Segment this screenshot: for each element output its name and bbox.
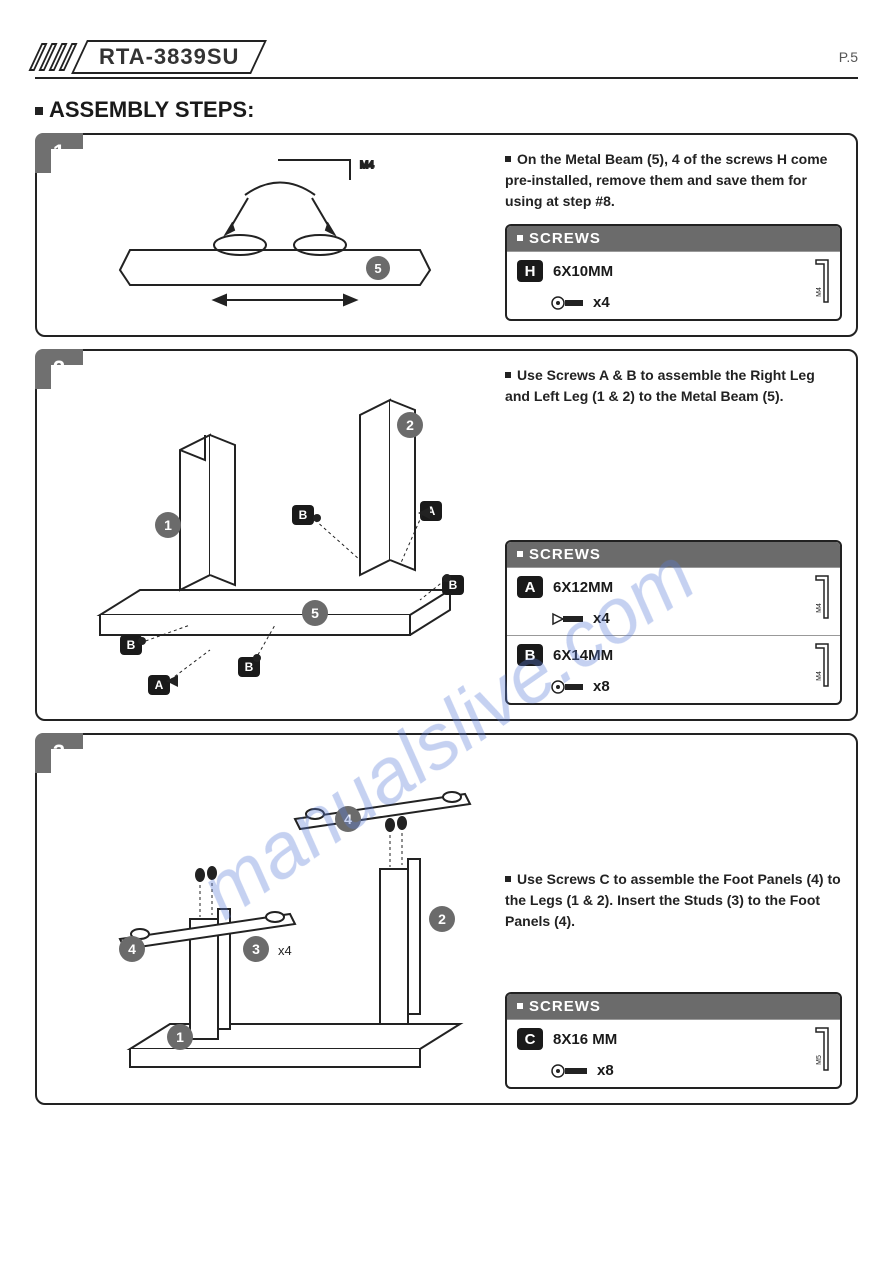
step-1-diagram: M4 5 <box>51 149 489 321</box>
svg-text:5: 5 <box>311 605 319 621</box>
screw-size: 6X14MM <box>553 647 613 664</box>
step-2-instruction: Use Screws A & B to assemble the Right L… <box>505 365 842 407</box>
section-title: ASSEMBLY STEPS: <box>35 97 858 123</box>
step-panel-2: 2 1 2 5 <box>35 349 858 721</box>
step-2-diagram: 1 2 5 B A B B A B <box>51 365 489 705</box>
screw-size: 8X16 MM <box>553 1031 617 1048</box>
stud-qty: x4 <box>278 943 292 958</box>
svg-text:B: B <box>127 638 136 652</box>
screw-qty: x8 <box>593 678 610 695</box>
screws-box-3: SCREWS C 8X16 MM M5 x8 <box>505 992 842 1089</box>
svg-text:4: 4 <box>128 941 136 957</box>
svg-text:2: 2 <box>438 911 446 927</box>
screw-icon <box>551 296 585 310</box>
flat-screw-icon <box>551 612 585 626</box>
screws-heading: SCREWS <box>507 226 840 251</box>
svg-text:A: A <box>155 678 164 692</box>
model-number-box: RTA-3839SU <box>71 40 267 74</box>
allen-key-icon: M4 <box>812 642 832 688</box>
model-number: RTA-3839SU <box>99 44 239 70</box>
step-3-diagram: 1 2 3 x4 4 4 <box>51 749 489 1089</box>
svg-text:B: B <box>299 508 308 522</box>
allen-key-icon: M4 <box>812 574 832 620</box>
screw-letter-a: A <box>517 576 543 598</box>
svg-text:2: 2 <box>406 417 414 433</box>
svg-text:1: 1 <box>176 1029 184 1045</box>
svg-text:M5: M5 <box>816 1055 823 1065</box>
screw-letter-b: B <box>517 644 543 666</box>
screw-qty: x8 <box>597 1062 614 1079</box>
svg-text:B: B <box>245 660 254 674</box>
screw-size: 6X10MM <box>553 263 613 280</box>
svg-text:M4: M4 <box>816 671 823 681</box>
screw-letter-h: H <box>517 260 543 282</box>
step-3-instruction: Use Screws C to assemble the Foot Panels… <box>505 869 842 932</box>
svg-text:5: 5 <box>374 261 381 276</box>
page-number: P.5 <box>839 49 858 65</box>
svg-text:M4: M4 <box>816 287 823 297</box>
screw-qty: x4 <box>593 294 610 311</box>
screw-icon <box>551 1064 589 1078</box>
screw-letter-c: C <box>517 1028 543 1050</box>
screw-icon <box>551 680 585 694</box>
tool-label: M4 <box>360 160 374 171</box>
svg-text:M4: M4 <box>816 603 823 613</box>
screws-box-1: SCREWS H 6X10MM M4 x4 <box>505 224 842 321</box>
page-header: RTA-3839SU P.5 <box>35 40 858 79</box>
svg-text:4: 4 <box>344 811 352 827</box>
step-panel-1: 1 M4 <box>35 133 858 337</box>
screw-size: 6X12MM <box>553 579 613 596</box>
screws-box-2: SCREWS A 6X12MM M4 x4 B 6X14MM <box>505 540 842 705</box>
svg-text:1: 1 <box>164 517 172 533</box>
svg-text:3: 3 <box>252 941 260 957</box>
header-stripes-icon <box>28 43 77 71</box>
bullet-square-icon <box>35 107 43 115</box>
allen-key-icon: M4 <box>812 258 832 304</box>
step-1-instruction: On the Metal Beam (5), 4 of the screws H… <box>505 149 842 212</box>
screws-heading: SCREWS <box>507 994 840 1019</box>
screws-heading: SCREWS <box>507 542 840 567</box>
allen-key-icon: M5 <box>812 1026 832 1072</box>
screw-qty: x4 <box>593 610 610 627</box>
step-panel-3: 3 <box>35 733 858 1105</box>
